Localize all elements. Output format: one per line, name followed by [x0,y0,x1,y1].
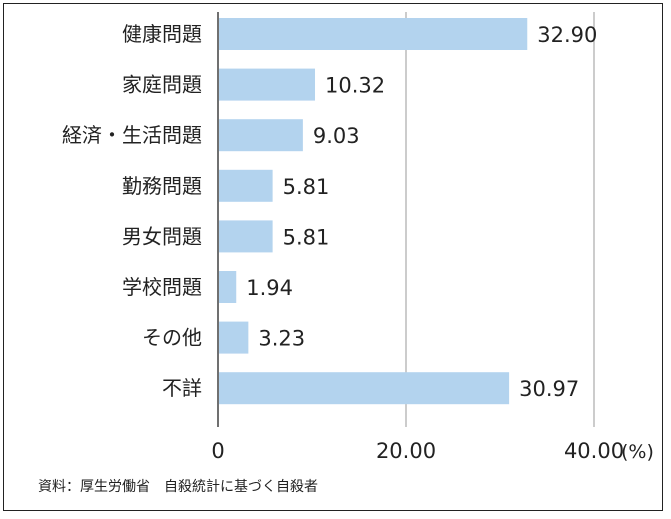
x-tick-label: 20.00 [376,439,436,463]
bar [219,169,273,202]
category-label: 経済・生活問題 [62,123,202,147]
bar [219,119,303,152]
source-note: 資料：厚生労働省 自殺統計に基づく自殺者 [38,479,318,495]
bar [219,18,528,50]
value-label: 30.97 [519,377,579,401]
value-label: 5.81 [283,225,330,249]
bar [219,372,510,405]
category-label: 学校問題 [122,275,202,299]
chart-frame: 0 20.00 40.00 (%) 健康問題 32.90 家庭問題 10.32 経済・生活問題 9… [3,3,663,511]
bar [219,220,273,253]
category-label: 家庭問題 [122,73,202,97]
bars [219,18,528,405]
labels: 0 20.00 40.00(%) 健康問題 32.90 家庭問題 10.32 経済・生活問題 9… [62,22,654,463]
value-label: 5.81 [283,175,330,199]
bar [219,321,249,354]
bar [219,68,316,101]
value-label: 10.32 [325,74,385,98]
gridlines [217,12,595,427]
bar-chart: 0 20.00 40.00(%) 健康問題 32.90 家庭問題 10.32 経済・生活問題 9… [62,12,654,463]
value-label: 32.90 [537,23,597,47]
value-label: 9.03 [313,124,360,148]
value-label: 1.94 [246,276,293,300]
value-label: 3.23 [258,327,305,351]
category-label: 不詳 [162,376,202,400]
x-tick-label: 40.00 [564,439,624,463]
category-label: 勤務問題 [122,174,202,198]
x-unit-label: (%) [621,441,654,463]
x-tick-label: 0 [211,439,224,463]
category-label: その他 [142,326,202,350]
category-label: 男女問題 [122,224,202,248]
bar [219,271,237,303]
category-label: 健康問題 [122,22,202,46]
